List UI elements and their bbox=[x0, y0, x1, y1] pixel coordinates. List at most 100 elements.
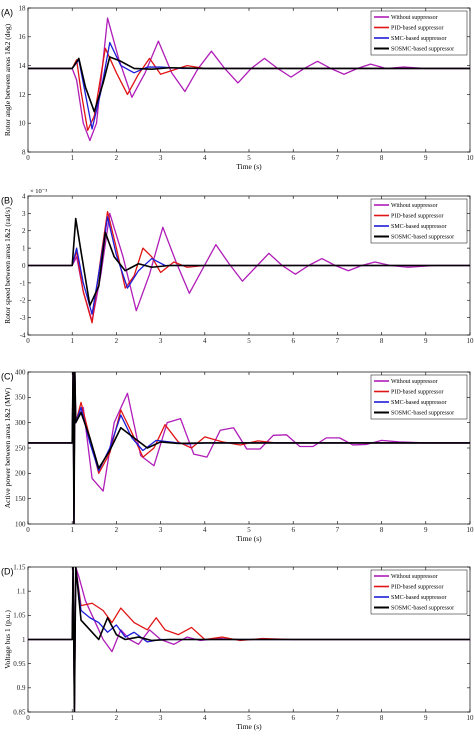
x-tick-label: 3 bbox=[159, 154, 163, 162]
x-tick-label: 2 bbox=[115, 154, 119, 162]
x-tick-label: 1 bbox=[70, 526, 74, 534]
x-tick-label: 2 bbox=[115, 337, 119, 345]
y-tick-label: 400 bbox=[15, 368, 26, 376]
y-axis-title: Voltage bus 1 (p.u.) bbox=[3, 610, 12, 669]
x-tick-label: 9 bbox=[424, 154, 428, 162]
legend-entry: SOSMC-based suppressor bbox=[391, 47, 454, 53]
x-tick-label: 5 bbox=[247, 154, 251, 162]
panel-label: (B) bbox=[1, 195, 13, 205]
y-tick-label: 10 bbox=[19, 120, 27, 128]
panel-label: (D) bbox=[1, 566, 14, 576]
y-tick-label: 8 bbox=[22, 148, 26, 156]
x-tick-label: 6 bbox=[291, 526, 295, 534]
y-tick-label: 0 bbox=[22, 262, 26, 270]
y-tick-label: 0.95 bbox=[13, 660, 26, 668]
series-lines bbox=[28, 372, 470, 524]
legend: Without suppressor PID-based suppressor SM… bbox=[370, 10, 468, 56]
y-tick-label: 1.05 bbox=[13, 612, 26, 620]
series-line-1 bbox=[28, 47, 470, 132]
x-tick-label: 3 bbox=[159, 714, 163, 722]
y-exponent-label: × 10⁻³ bbox=[30, 188, 47, 195]
x-tick-label: 8 bbox=[380, 526, 384, 534]
y-tick-label: 18 bbox=[19, 4, 27, 12]
chart-panel-1: (B) 0 1 2 3 4 5 6 7 8 9 10 -4 -3 -2 -1 0 1 2 3 4 × 10⁻³ Rotor … bbox=[1, 188, 474, 345]
x-tick-label: 4 bbox=[203, 154, 207, 162]
y-tick-label: -2 bbox=[20, 297, 26, 305]
series-line-3 bbox=[28, 217, 470, 307]
legend-entry: Without suppressor bbox=[391, 203, 438, 209]
x-tick-label: 5 bbox=[247, 337, 251, 345]
y-tick-label: 100 bbox=[15, 520, 26, 528]
y-tick-label: 4 bbox=[22, 192, 26, 200]
y-tick-label: 200 bbox=[15, 470, 26, 478]
x-tick-label: 7 bbox=[336, 337, 340, 345]
x-tick-label: 10 bbox=[467, 154, 474, 162]
x-tick-label: 10 bbox=[467, 714, 474, 722]
legend-entry: PID-based suppressor bbox=[391, 26, 444, 32]
x-tick-label: 3 bbox=[159, 526, 163, 534]
y-tick-label: 250 bbox=[15, 444, 26, 452]
x-tick-label: 4 bbox=[203, 714, 207, 722]
x-tick-label: 7 bbox=[336, 154, 340, 162]
series-lines bbox=[28, 567, 470, 712]
y-tick-label: 300 bbox=[15, 419, 26, 427]
legend-entry: Without suppressor bbox=[391, 379, 438, 385]
x-tick-label: 1 bbox=[70, 714, 74, 722]
y-tick-label: 1 bbox=[22, 636, 26, 644]
series-lines bbox=[28, 210, 470, 324]
x-tick-label: 10 bbox=[467, 526, 474, 534]
x-tick-label: 7 bbox=[336, 714, 340, 722]
x-tick-label: 4 bbox=[203, 526, 207, 534]
x-tick-label: 8 bbox=[380, 154, 384, 162]
x-tick-label: 8 bbox=[380, 337, 384, 345]
series-line-3 bbox=[28, 372, 470, 524]
x-tick-label: 4 bbox=[203, 337, 207, 345]
y-tick-label: 12 bbox=[19, 91, 27, 99]
y-tick-label: 1 bbox=[22, 245, 26, 253]
x-tick-label: 2 bbox=[115, 714, 119, 722]
y-tick-label: 16 bbox=[19, 33, 27, 41]
legend-entry: Without suppressor bbox=[391, 574, 438, 580]
legend-entry: SMC-based suppressor bbox=[391, 224, 447, 230]
legend-entry: Without suppressor bbox=[391, 15, 438, 21]
x-tick-label: 9 bbox=[424, 337, 428, 345]
series-line-3 bbox=[28, 56, 470, 113]
y-tick-label: 150 bbox=[15, 495, 26, 503]
x-tick-label: 5 bbox=[247, 526, 251, 534]
x-tick-label: 5 bbox=[247, 714, 251, 722]
x-tick-label: 0 bbox=[26, 714, 30, 722]
x-tick-label: 6 bbox=[291, 337, 295, 345]
legend-entry: PID-based suppressor bbox=[391, 390, 444, 396]
chart-panel-3: (D) 0 1 2 3 4 5 6 7 8 9 10 0.85 0.9 0.95 1 1.05 1.1 1.15 Ti… bbox=[1, 563, 474, 731]
y-axis-title: Active power between areas 1&2 (MW) bbox=[3, 387, 12, 508]
x-tick-label: 9 bbox=[424, 526, 428, 534]
y-tick-label: 0.9 bbox=[17, 684, 26, 692]
legend: Without suppressor PID-based suppressor SM… bbox=[370, 198, 468, 244]
series-lines bbox=[28, 17, 470, 142]
x-axis-title: Time (s) bbox=[236, 162, 262, 171]
x-tick-label: 0 bbox=[26, 337, 30, 345]
series-line-1 bbox=[28, 210, 470, 324]
x-axis-title: Time (s) bbox=[236, 722, 262, 731]
x-tick-label: 9 bbox=[424, 714, 428, 722]
x-tick-label: 6 bbox=[291, 714, 295, 722]
x-tick-label: 6 bbox=[291, 154, 295, 162]
y-tick-label: -1 bbox=[20, 279, 26, 287]
x-tick-label: 0 bbox=[26, 154, 30, 162]
y-tick-label: 3 bbox=[22, 210, 26, 218]
panel-label: (A) bbox=[1, 7, 13, 17]
legend-entry: SOSMC-based suppressor bbox=[391, 411, 454, 417]
y-tick-label: 1.1 bbox=[17, 588, 26, 596]
y-tick-label: -4 bbox=[20, 331, 26, 339]
legend: Without suppressor PID-based suppressor SM… bbox=[370, 569, 468, 615]
series-line-3 bbox=[28, 567, 470, 712]
legend-entry: SMC-based suppressor bbox=[391, 400, 447, 406]
legend-entry: SOSMC-based suppressor bbox=[391, 235, 454, 241]
y-tick-label: 0.85 bbox=[13, 708, 26, 716]
x-tick-label: 10 bbox=[467, 337, 474, 345]
x-tick-label: 8 bbox=[380, 714, 384, 722]
x-tick-label: 3 bbox=[159, 337, 163, 345]
x-tick-label: 2 bbox=[115, 526, 119, 534]
